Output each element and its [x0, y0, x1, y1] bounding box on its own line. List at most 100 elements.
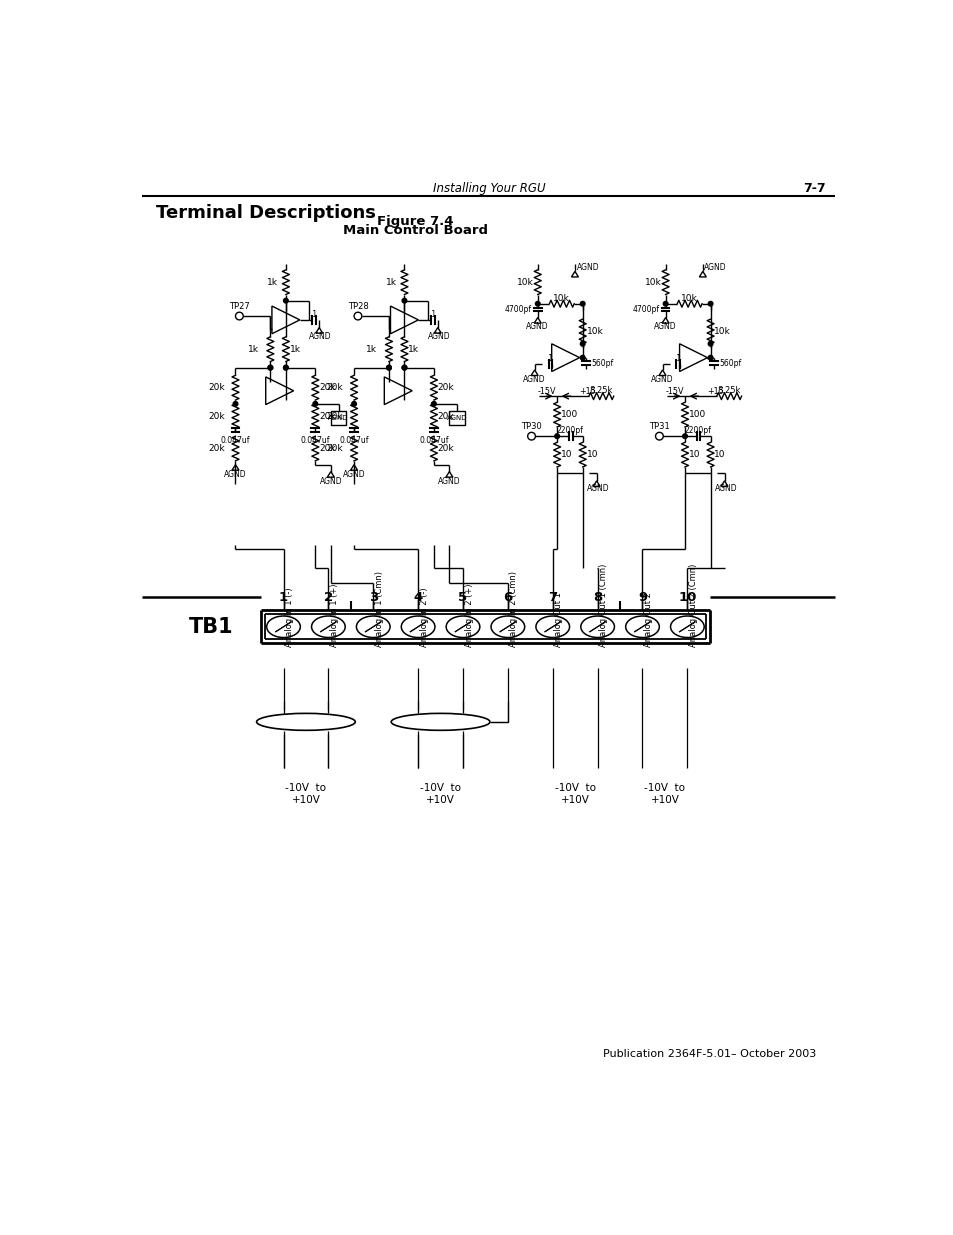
Text: -15V: -15V [665, 387, 683, 396]
Text: 7-7: 7-7 [802, 182, 825, 195]
Text: 9: 9 [638, 590, 646, 604]
Text: AGND: AGND [523, 374, 545, 384]
Text: 20k: 20k [437, 445, 454, 453]
Text: 20k: 20k [208, 383, 224, 393]
Circle shape [431, 401, 436, 406]
Text: 20k: 20k [437, 411, 454, 421]
Text: 8.25k: 8.25k [717, 387, 740, 395]
Text: 1k: 1k [408, 345, 419, 353]
Text: 2: 2 [323, 590, 333, 604]
Text: 10: 10 [678, 590, 696, 604]
Text: 1k: 1k [267, 278, 278, 287]
Text: 20k: 20k [326, 383, 343, 393]
Text: 10k: 10k [586, 327, 602, 336]
Circle shape [283, 366, 288, 370]
Text: 20k: 20k [208, 411, 224, 421]
Text: AGND: AGND [319, 477, 342, 487]
Text: .1: .1 [546, 354, 553, 363]
Text: .1: .1 [428, 310, 436, 319]
Circle shape [682, 433, 686, 438]
Text: 20k: 20k [319, 445, 335, 453]
Text: 10k: 10k [553, 294, 570, 303]
Circle shape [268, 366, 273, 370]
Text: .1: .1 [674, 354, 680, 363]
Text: -10V  to
+10V: -10V to +10V [285, 783, 326, 805]
Text: TP31: TP31 [648, 422, 669, 431]
Circle shape [402, 366, 406, 370]
Circle shape [707, 301, 712, 306]
Text: 10k: 10k [517, 278, 534, 287]
Text: 8: 8 [593, 590, 601, 604]
Text: Installing Your RGU: Installing Your RGU [432, 182, 545, 195]
Text: 0.047uf: 0.047uf [418, 436, 448, 445]
Text: 560pf: 560pf [591, 359, 613, 368]
Text: Analog Out 2: Analog Out 2 [643, 593, 653, 647]
Circle shape [579, 301, 584, 306]
Text: 20k: 20k [208, 445, 224, 453]
Text: Analog In 1 (-): Analog In 1 (-) [285, 588, 294, 647]
Text: 1k: 1k [290, 345, 300, 353]
Circle shape [579, 341, 584, 346]
Text: Figure 7.4: Figure 7.4 [376, 215, 453, 227]
Text: TP30: TP30 [520, 422, 541, 431]
Circle shape [313, 401, 317, 406]
Circle shape [352, 401, 356, 406]
Text: +15: +15 [706, 387, 722, 396]
Text: Analog In 2 (+): Analog In 2 (+) [464, 584, 473, 647]
Text: 1k: 1k [385, 278, 396, 287]
Text: AGND: AGND [654, 322, 677, 331]
Text: TP28: TP28 [347, 303, 368, 311]
Circle shape [233, 401, 237, 406]
Text: 3: 3 [368, 590, 377, 604]
Text: Analog Out 1 (Cmn): Analog Out 1 (Cmn) [598, 564, 607, 647]
Text: 10k: 10k [644, 278, 661, 287]
Circle shape [402, 366, 406, 370]
Circle shape [707, 356, 712, 359]
Text: AGND: AGND [446, 415, 467, 421]
Circle shape [662, 301, 667, 306]
Text: -10V  to
+10V: -10V to +10V [419, 783, 460, 805]
Text: 6: 6 [503, 590, 512, 604]
Text: 10k: 10k [680, 294, 698, 303]
Text: AGND: AGND [586, 484, 609, 493]
Circle shape [386, 366, 391, 370]
Text: AGND: AGND [437, 477, 460, 487]
Text: 2200pf: 2200pf [557, 426, 583, 435]
Text: 4: 4 [413, 590, 422, 604]
Text: 0.047uf: 0.047uf [220, 436, 250, 445]
Text: 560pf: 560pf [719, 359, 740, 368]
Text: Analog In 2 (-): Analog In 2 (-) [419, 588, 428, 647]
Text: 100: 100 [560, 410, 578, 419]
Text: 10: 10 [560, 451, 572, 459]
Text: AGND: AGND [651, 374, 673, 384]
Text: 20k: 20k [437, 383, 454, 393]
Text: +15: +15 [578, 387, 595, 396]
Text: 0.047uf: 0.047uf [339, 436, 369, 445]
Text: Analog In 2 (Cmn): Analog In 2 (Cmn) [509, 571, 517, 647]
Text: 4700pf: 4700pf [504, 305, 531, 315]
Text: AGND: AGND [342, 471, 365, 479]
Text: AGND: AGND [328, 415, 349, 421]
Text: 7: 7 [548, 590, 557, 604]
Text: AGND: AGND [576, 263, 598, 272]
Text: 4700pf: 4700pf [632, 305, 659, 315]
Text: AGND: AGND [224, 471, 247, 479]
Text: 5: 5 [458, 590, 467, 604]
Circle shape [535, 301, 539, 306]
Text: AGND: AGND [703, 263, 726, 272]
Text: Publication 2364F-5.01– October 2003: Publication 2364F-5.01– October 2003 [603, 1049, 816, 1060]
Text: 1: 1 [278, 590, 288, 604]
Text: 20k: 20k [326, 411, 343, 421]
Text: 10: 10 [714, 451, 725, 459]
Text: 1k: 1k [248, 345, 258, 353]
Text: Analog Out 2 (Cmn): Analog Out 2 (Cmn) [688, 564, 698, 647]
Text: AGND: AGND [714, 484, 737, 493]
Text: 100: 100 [688, 410, 705, 419]
Text: AGND: AGND [526, 322, 549, 331]
Text: .1: .1 [310, 310, 317, 319]
Text: TB1: TB1 [189, 616, 233, 637]
Text: 20k: 20k [326, 445, 343, 453]
Circle shape [402, 299, 406, 303]
Text: AGND: AGND [309, 332, 332, 341]
Bar [331, 411, 346, 425]
